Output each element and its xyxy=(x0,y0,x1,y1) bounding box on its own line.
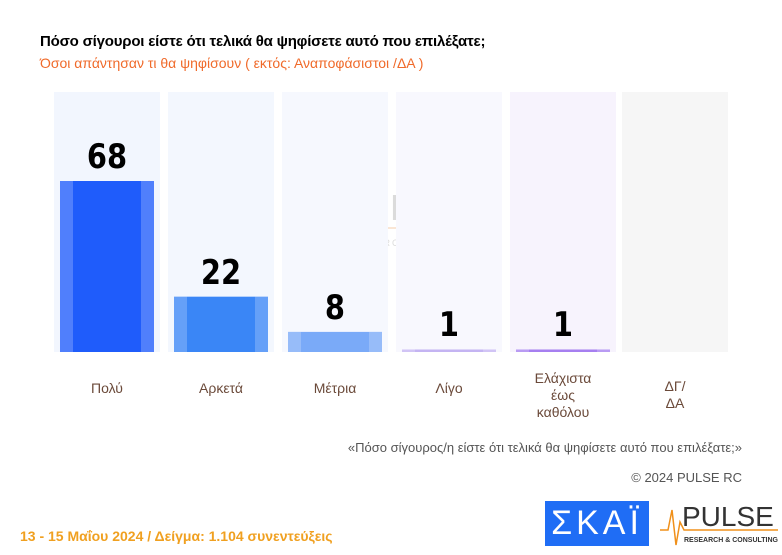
bar-edge-highlight xyxy=(60,181,73,352)
bar-edge-highlight xyxy=(288,331,301,352)
column-background xyxy=(396,92,502,352)
data-label: 8 xyxy=(324,287,346,328)
copyright: © 2024 PULSE RC xyxy=(631,470,742,485)
data-label: 1 xyxy=(552,305,574,346)
pulse-logo: PULSE RESEARCH & CONSULTING xyxy=(660,501,778,546)
bar-3 xyxy=(402,349,496,352)
category-label: Πολύ xyxy=(91,380,123,396)
bar-1 xyxy=(174,296,268,352)
bar-edge-highlight xyxy=(597,349,610,352)
chart-subtitle: Όσοι απάντησαν τι θα ψηφίσουν ( εκτός: Α… xyxy=(40,55,424,71)
footer-sample: 13 - 15 Μαΐου 2024 / Δείγμα: 1.104 συνεν… xyxy=(20,528,333,544)
bar-edge-highlight xyxy=(516,349,529,352)
category-label: Ελάχιστα έως καθόλου xyxy=(534,370,592,420)
column-background xyxy=(282,92,388,352)
bar-edge-highlight xyxy=(402,349,415,352)
svg-text:RESEARCH & CONSULTING: RESEARCH & CONSULTING xyxy=(684,537,778,544)
bar-edge-highlight xyxy=(255,296,268,352)
bar-edge-highlight xyxy=(141,181,154,352)
bar-0 xyxy=(60,181,154,352)
bar-edge-highlight xyxy=(369,331,382,352)
bar-2 xyxy=(288,331,382,352)
bar-4 xyxy=(516,349,610,352)
category-label: Μέτρια xyxy=(313,380,357,396)
data-label: 22 xyxy=(200,252,242,293)
column-background xyxy=(510,92,616,352)
svg-text:PULSE: PULSE xyxy=(682,501,774,532)
category-label: Λίγο xyxy=(435,380,463,396)
category-label: Αρκετά xyxy=(199,380,243,396)
bar-edge-highlight xyxy=(174,296,187,352)
question-note: «Πόσο σίγουρος/η είστε ότι τελικά θα ψηφ… xyxy=(347,440,742,455)
bar-edge-highlight xyxy=(483,349,496,352)
category-label: ΔΓ/ ΔΑ xyxy=(664,378,686,411)
skai-logo: ΣΚΑΪ xyxy=(545,501,649,546)
chart-title: Πόσο σίγουροι είστε ότι τελικά θα ψηφίσε… xyxy=(40,33,486,50)
data-label: 68 xyxy=(86,137,128,177)
data-label: 1 xyxy=(438,305,460,346)
column-background xyxy=(622,92,728,352)
